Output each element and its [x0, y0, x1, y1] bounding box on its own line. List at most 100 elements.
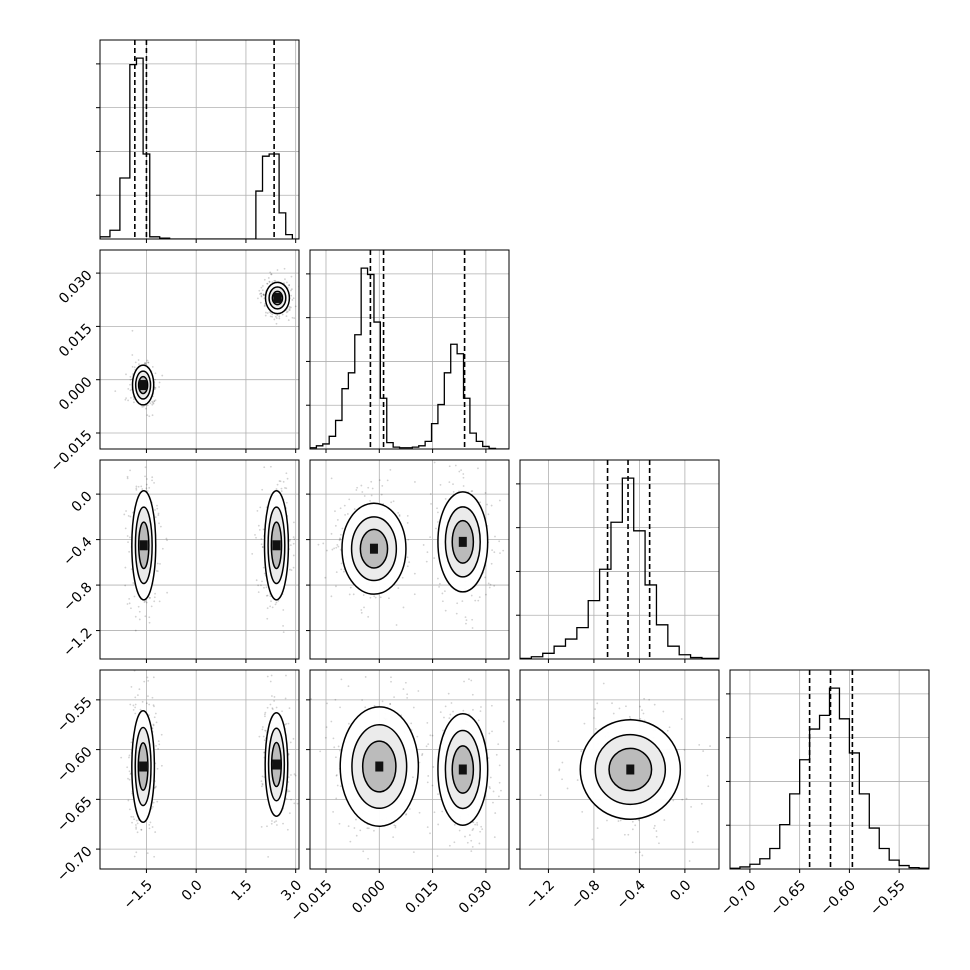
scatter-point — [347, 825, 350, 828]
scatter-point — [338, 539, 341, 542]
scatter-point — [464, 616, 467, 619]
density-peak-8 — [375, 761, 384, 772]
scatter-point — [288, 308, 290, 311]
scatter-point — [263, 751, 265, 754]
scatter-point — [140, 828, 143, 831]
scatter-point — [129, 515, 132, 518]
scatter-point — [133, 366, 136, 369]
scatter-point — [294, 305, 297, 308]
hist-bar-0-13 — [286, 235, 293, 239]
scatter-point — [348, 498, 351, 501]
scatter-point — [290, 289, 292, 292]
scatter-point — [480, 706, 482, 708]
scatter-point — [378, 479, 381, 482]
scatter-point — [611, 702, 613, 705]
scatter-point — [283, 451, 285, 453]
scatter-point — [359, 829, 362, 832]
scatter-point — [485, 593, 487, 596]
scatter-point — [148, 415, 151, 418]
scatter-point — [269, 595, 272, 598]
hist-bar-2-4 — [565, 639, 576, 659]
scatter-point — [465, 619, 468, 622]
scatter-point — [452, 490, 455, 493]
hist-bar-1-20 — [438, 405, 444, 449]
scatter-point — [146, 404, 149, 407]
scatter-point — [152, 723, 155, 726]
scatter-point — [130, 607, 132, 610]
scatter-point — [339, 537, 341, 540]
scatter-point — [417, 690, 420, 692]
scatter-point — [356, 486, 359, 489]
scatter-point — [339, 548, 342, 551]
scatter-point — [160, 733, 163, 736]
scatter-point — [127, 387, 130, 390]
scatter-point — [273, 821, 276, 824]
scatter-point — [421, 753, 424, 755]
scatter-point — [326, 549, 328, 552]
scatter-point — [335, 546, 338, 549]
scatter-point — [269, 680, 272, 683]
scatter-point — [348, 593, 351, 596]
scatter-point — [627, 833, 630, 836]
scatter-point — [128, 597, 131, 600]
scatter-point — [135, 851, 138, 854]
scatter-point — [261, 726, 264, 728]
y-tick-label-1-3: 0.030 — [56, 267, 96, 307]
scatter-point — [681, 798, 684, 801]
scatter-point — [130, 686, 133, 688]
scatter-point — [280, 487, 283, 490]
scatter-point — [426, 721, 429, 724]
hist-bar-3-7 — [800, 760, 810, 869]
scatter-point — [591, 838, 594, 841]
scatter-point — [263, 466, 266, 469]
scatter-point — [266, 282, 269, 285]
scatter-point — [276, 824, 278, 826]
scatter-point — [156, 767, 159, 770]
scatter-point — [373, 829, 375, 832]
scatter-point — [156, 504, 158, 507]
scatter-point — [258, 528, 261, 531]
scatter-point — [133, 855, 136, 858]
scatter-point — [338, 822, 341, 825]
scatter-point — [291, 299, 294, 301]
scatter-point — [153, 400, 156, 402]
scatter-point — [289, 538, 291, 541]
panel-3-2: −1.2 −0.8 −0.4 0.0 — [516, 669, 720, 913]
scatter-point — [292, 297, 295, 300]
scatter-point — [264, 304, 266, 307]
scatter-point — [367, 857, 369, 860]
scatter-point — [158, 386, 160, 388]
scatter-point — [264, 314, 267, 317]
scatter-point — [277, 599, 280, 602]
scatter-point — [343, 504, 346, 507]
scatter-point — [628, 715, 631, 718]
scatter-point — [286, 477, 289, 480]
scatter-point — [138, 457, 140, 459]
scatter-point — [413, 572, 416, 575]
scatter-point — [154, 831, 157, 833]
scatter-point — [128, 550, 131, 553]
hist-bar-2-7 — [600, 569, 611, 659]
scatter-point — [639, 717, 642, 720]
scatter-point — [479, 710, 482, 713]
scatter-point — [129, 389, 132, 392]
scatter-point — [143, 870, 145, 872]
scatter-point — [135, 485, 138, 488]
scatter-point — [353, 508, 356, 510]
scatter-point — [655, 835, 658, 838]
scatter-point — [132, 582, 135, 584]
scatter-point — [152, 402, 155, 405]
scatter-point — [156, 562, 159, 565]
scatter-point — [288, 284, 291, 286]
scatter-point — [443, 716, 445, 719]
scatter-point — [271, 695, 273, 697]
scatter-point — [275, 706, 278, 709]
scatter-point — [256, 509, 259, 512]
scatter-point — [332, 810, 334, 813]
scatter-point — [141, 406, 144, 408]
scatter-point — [264, 711, 267, 714]
scatter-point — [146, 490, 149, 493]
scatter-point — [498, 540, 501, 543]
hist-bar-2-13 — [668, 646, 679, 659]
scatter-point — [441, 592, 444, 595]
